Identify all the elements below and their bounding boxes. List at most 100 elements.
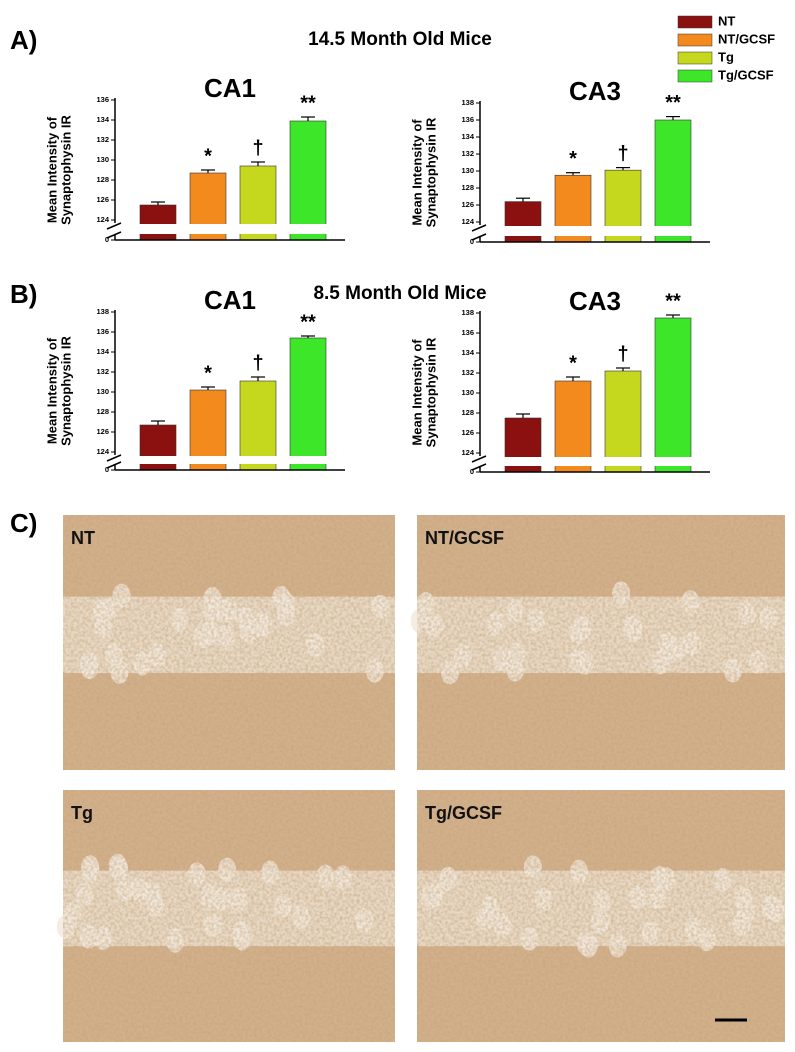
y-tick-label: 134 bbox=[96, 115, 109, 124]
micrograph-grain bbox=[417, 515, 785, 770]
micrograph: Tg bbox=[56, 790, 395, 1042]
y-tick-label: 128 bbox=[96, 175, 109, 184]
chart-title: CA3 bbox=[569, 286, 621, 316]
y-tick-label: 138 bbox=[461, 98, 474, 107]
significance-label: * bbox=[569, 148, 577, 170]
break-mark bbox=[106, 231, 122, 239]
y-tick-label: 124 bbox=[461, 217, 474, 226]
significance-label: ** bbox=[300, 92, 316, 114]
y-tick-label: 126 bbox=[96, 195, 109, 204]
y-tick-label: 0 bbox=[105, 465, 109, 474]
significance-label: ** bbox=[300, 311, 316, 333]
y-tick-label: 138 bbox=[461, 308, 474, 317]
y-axis-label: Synaptophysin IR bbox=[58, 335, 73, 445]
y-tick-label: 132 bbox=[461, 368, 474, 377]
break-mark bbox=[106, 454, 122, 462]
break-mark bbox=[471, 224, 487, 232]
micrograph: Tg/GCSF bbox=[417, 790, 785, 1042]
y-tick-label: 136 bbox=[96, 327, 109, 336]
y-tick-label: 128 bbox=[461, 408, 474, 417]
y-tick-label: 0 bbox=[105, 235, 109, 244]
bar bbox=[604, 370, 642, 473]
legend-swatch bbox=[677, 69, 713, 83]
y-tick-label: 124 bbox=[96, 447, 109, 456]
bar bbox=[654, 317, 692, 473]
y-tick-label: 124 bbox=[96, 215, 109, 224]
axis-break bbox=[116, 224, 346, 234]
significance-label: † bbox=[617, 143, 628, 165]
y-tick-label: 134 bbox=[96, 347, 109, 356]
y-tick-label: 128 bbox=[96, 407, 109, 416]
y-tick-label: 130 bbox=[461, 166, 474, 175]
axis-break bbox=[481, 457, 711, 466]
legend-label: Tg bbox=[718, 49, 734, 64]
y-tick-label: 0 bbox=[470, 237, 474, 246]
y-tick-label: 132 bbox=[461, 149, 474, 158]
y-tick-label: 134 bbox=[461, 348, 474, 357]
y-tick-label: 126 bbox=[96, 427, 109, 436]
y-tick-label: 132 bbox=[96, 135, 109, 144]
y-axis-label: Synaptophysin IR bbox=[423, 117, 438, 227]
legend-label: NT bbox=[718, 13, 735, 28]
legend-swatch bbox=[677, 51, 713, 65]
panel-title: 8.5 Month Old Mice bbox=[313, 283, 486, 304]
y-tick-label: 130 bbox=[96, 387, 109, 396]
break-mark bbox=[471, 233, 487, 241]
y-tick-label: 138 bbox=[96, 307, 109, 316]
y-tick-label: 136 bbox=[461, 115, 474, 124]
y-tick-label: 136 bbox=[96, 95, 109, 104]
micrograph-label: Tg/GCSF bbox=[425, 803, 502, 823]
significance-label: † bbox=[252, 137, 263, 159]
bar bbox=[289, 337, 327, 471]
axis-break bbox=[116, 456, 346, 464]
y-axis-label: Mean Intensity of bbox=[409, 119, 424, 226]
y-axis-label: Mean Intensity of bbox=[44, 337, 59, 444]
legend-swatch bbox=[677, 15, 713, 29]
break-mark bbox=[106, 222, 122, 230]
y-tick-label: 136 bbox=[461, 328, 474, 337]
legend-swatch bbox=[677, 33, 713, 47]
significance-label: ** bbox=[665, 290, 681, 312]
significance-label: ** bbox=[665, 92, 681, 114]
panel-label: B) bbox=[10, 279, 37, 309]
significance-label: † bbox=[617, 343, 628, 365]
y-tick-label: 132 bbox=[96, 367, 109, 376]
y-tick-label: 134 bbox=[461, 132, 474, 141]
bar bbox=[289, 120, 327, 241]
legend-label: Tg/GCSF bbox=[718, 67, 774, 82]
micrograph-grain bbox=[417, 790, 785, 1042]
y-tick-label: 126 bbox=[461, 200, 474, 209]
significance-label: † bbox=[252, 352, 263, 374]
micrograph-grain bbox=[63, 515, 395, 770]
y-axis-label: Synaptophysin IR bbox=[423, 337, 438, 447]
panel-label: C) bbox=[10, 508, 37, 538]
bar bbox=[554, 380, 592, 473]
bar bbox=[654, 119, 692, 243]
y-tick-label: 124 bbox=[461, 448, 474, 457]
bar bbox=[139, 204, 177, 241]
micrograph: NT bbox=[63, 515, 395, 770]
break-mark bbox=[471, 463, 487, 471]
panel-title: 14.5 Month Old Mice bbox=[308, 29, 492, 50]
chart-title: CA3 bbox=[569, 76, 621, 106]
significance-label: * bbox=[204, 145, 212, 167]
micrograph-label: NT/GCSF bbox=[425, 528, 504, 548]
micrograph: NT/GCSF bbox=[410, 515, 785, 770]
micrograph-grain bbox=[63, 790, 395, 1042]
break-mark bbox=[106, 461, 122, 469]
legend-label: NT/GCSF bbox=[718, 31, 775, 46]
y-tick-label: 0 bbox=[470, 467, 474, 476]
y-tick-label: 128 bbox=[461, 183, 474, 192]
y-axis-label: Mean Intensity of bbox=[44, 116, 59, 223]
micrograph-label: NT bbox=[71, 528, 95, 548]
significance-label: * bbox=[204, 362, 212, 384]
break-mark bbox=[471, 455, 487, 463]
y-tick-label: 130 bbox=[96, 155, 109, 164]
chart-title: CA1 bbox=[204, 73, 256, 103]
axis-break bbox=[481, 226, 711, 236]
significance-label: * bbox=[569, 352, 577, 374]
micrograph-label: Tg bbox=[71, 803, 93, 823]
y-axis-label: Mean Intensity of bbox=[409, 339, 424, 446]
y-tick-label: 130 bbox=[461, 388, 474, 397]
